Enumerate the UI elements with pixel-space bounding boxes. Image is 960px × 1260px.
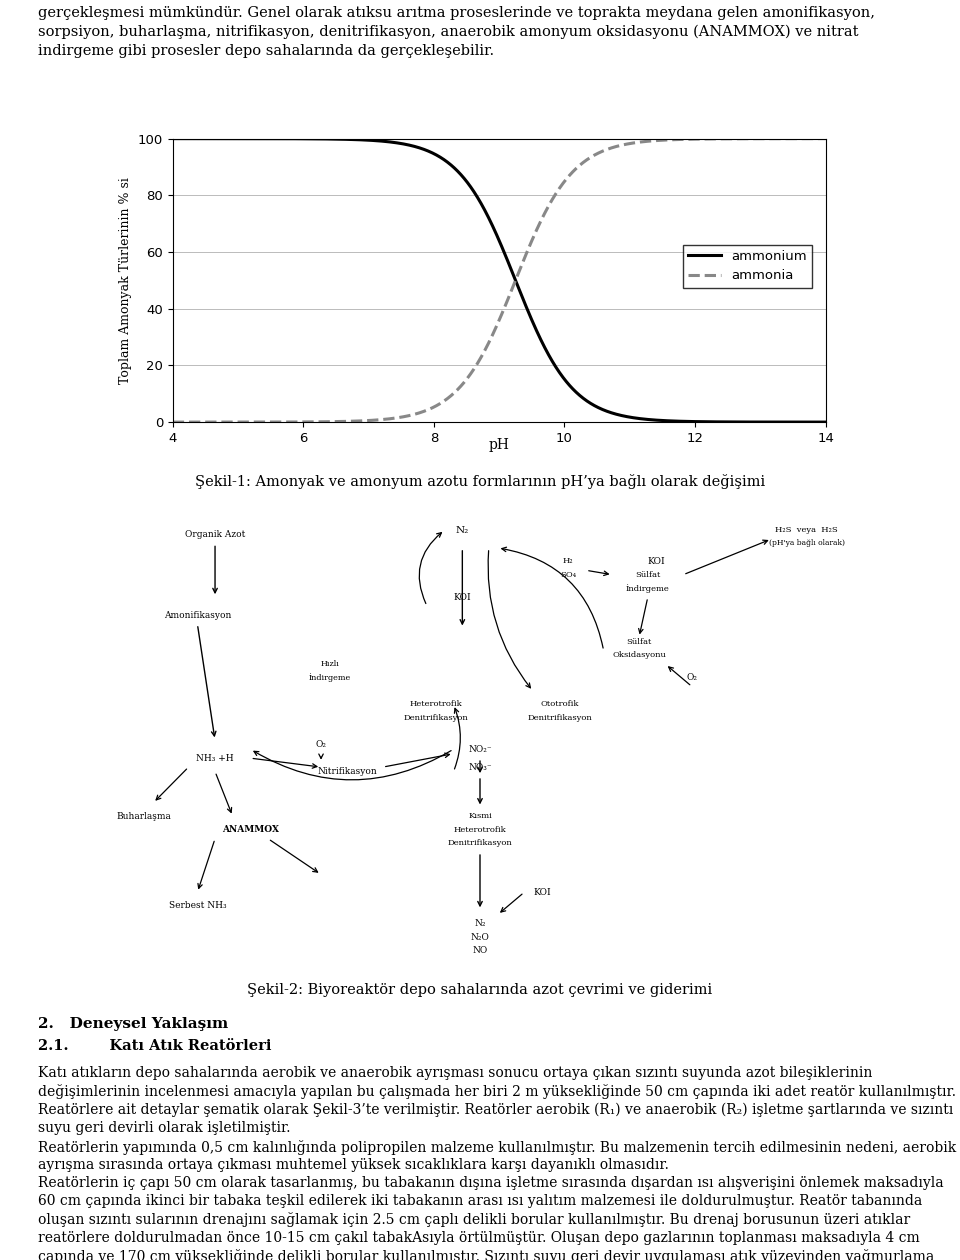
ammonia (167, 415, 179, 430)
Line: ammonium: ammonium (173, 139, 826, 422)
Text: Kısmi: Kısmi (468, 813, 492, 820)
Text: Serbest NH₃: Serbest NH₃ (169, 901, 227, 910)
Text: H₂: H₂ (563, 557, 574, 566)
FancyArrowPatch shape (420, 533, 442, 604)
ammonia (468, 363, 479, 378)
Line: ammonia: ammonia (173, 139, 826, 422)
Text: Sülfat: Sülfat (636, 571, 660, 578)
Text: Hızlı: Hızlı (321, 660, 339, 668)
Text: NO: NO (472, 946, 488, 955)
FancyArrowPatch shape (254, 751, 451, 780)
Legend: ammonium, ammonia: ammonium, ammonia (683, 244, 812, 287)
Text: KOI: KOI (453, 592, 471, 601)
FancyArrowPatch shape (501, 895, 522, 912)
ammonia (485, 333, 496, 348)
Text: pH: pH (489, 437, 510, 452)
ammonium (468, 183, 479, 198)
Text: Amonifikasyon: Amonifikasyon (164, 611, 231, 620)
Text: NO₃⁻: NO₃⁻ (468, 762, 492, 771)
Text: NH₃ +H: NH₃ +H (196, 753, 234, 762)
Text: Nitrifikasyon: Nitrifikasyon (318, 767, 377, 776)
Text: 2.1.        Katı Atık Reatörleri: 2.1. Katı Atık Reatörleri (38, 1038, 272, 1053)
ammonium (167, 131, 179, 146)
Text: Katı atıkların depo sahalarında aerobik ve anaerobik ayrışması sonucu ortaya çık: Katı atıkların depo sahalarında aerobik … (38, 1066, 957, 1260)
Text: Buharlaşma: Buharlaşma (117, 811, 172, 820)
FancyArrowPatch shape (502, 547, 603, 648)
Text: Heterotrofik: Heterotrofik (454, 825, 506, 834)
Text: ANAMMOX: ANAMMOX (222, 825, 278, 834)
Text: Denitrifikasyon: Denitrifikasyon (527, 714, 592, 722)
Text: 2.   Deneysel Yaklaşım: 2. Deneysel Yaklaşım (38, 1017, 228, 1031)
Text: N₂: N₂ (474, 919, 486, 929)
FancyArrowPatch shape (488, 551, 530, 688)
FancyArrowPatch shape (454, 708, 461, 769)
Text: SO₄: SO₄ (561, 571, 576, 578)
ammonium (820, 415, 831, 430)
Text: N₂O: N₂O (470, 932, 490, 941)
Text: Sülfat: Sülfat (626, 638, 652, 646)
Text: KOI: KOI (533, 888, 551, 897)
Y-axis label: Toplam Amonyak Türlerinin % si: Toplam Amonyak Türlerinin % si (119, 176, 132, 384)
ammonium (681, 413, 692, 428)
Text: (pH'ya bağlı olarak): (pH'ya bağlı olarak) (769, 539, 845, 547)
ammonium (201, 131, 212, 146)
Text: Denitrifikasyon: Denitrifikasyon (447, 839, 513, 847)
Text: N₂: N₂ (456, 525, 469, 534)
Text: Heterotrofik: Heterotrofik (410, 701, 462, 708)
Text: H₂S  veya  H₂S: H₂S veya H₂S (776, 525, 838, 534)
ammonium (801, 415, 812, 430)
Text: NO₂⁻: NO₂⁻ (468, 745, 492, 753)
ammonium (801, 415, 812, 430)
Text: gerçekleşmesi mümkündür. Genel olarak atıksu arıtma proseslerinde ve toprakta me: gerçekleşmesi mümkündür. Genel olarak at… (38, 6, 876, 58)
Text: Şekil-1: Amonyak ve amonyum azotu formlarının pH’ya bağlı olarak değişimi: Şekil-1: Amonyak ve amonyum azotu formla… (195, 475, 765, 489)
Text: Şekil-2: Biyoreaktör depo sahalarında azot çevrimi ve giderimi: Şekil-2: Biyoreaktör depo sahalarında az… (248, 983, 712, 997)
Text: Oksidasyonu: Oksidasyonu (612, 651, 666, 659)
ammonia (820, 131, 831, 146)
Text: İndirgeme: İndirgeme (626, 583, 670, 592)
ammonium (485, 213, 496, 228)
Text: Denitrifikasyon: Denitrifikasyon (403, 714, 468, 722)
Text: O₂: O₂ (316, 740, 326, 750)
ammonia (801, 131, 812, 146)
Text: O₂: O₂ (686, 673, 698, 682)
ammonia (801, 131, 812, 146)
ammonia (201, 415, 212, 430)
Text: İndirgeme: İndirgeme (309, 673, 351, 682)
Text: KOI: KOI (648, 557, 665, 566)
FancyArrowPatch shape (685, 541, 768, 573)
ammonia (681, 132, 692, 147)
Text: Ototrofik: Ototrofik (540, 701, 579, 708)
FancyArrowPatch shape (638, 600, 647, 634)
Text: Organik Azot: Organik Azot (185, 530, 245, 539)
